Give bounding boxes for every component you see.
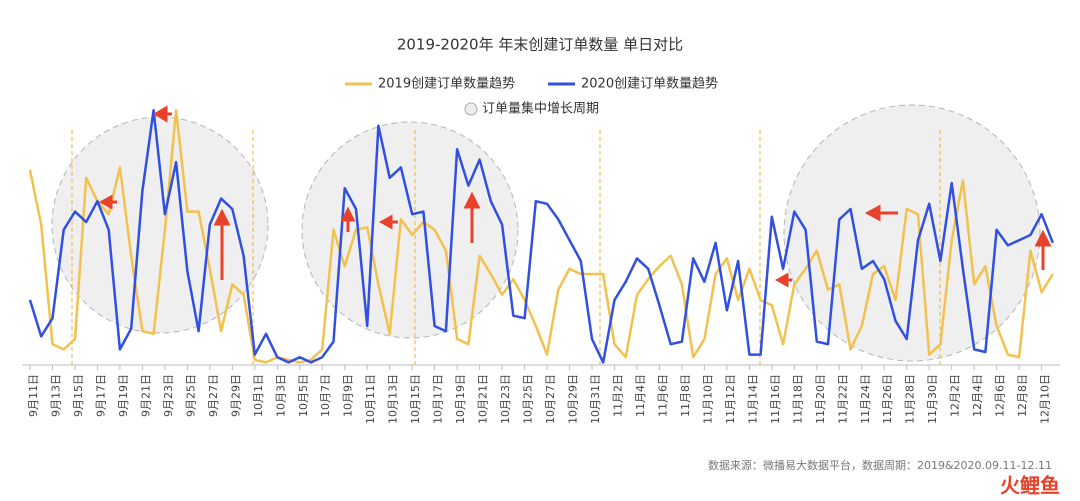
arrows [98, 105, 1052, 288]
x-tick-label: 12月2日 [949, 374, 962, 417]
chart-title: 2019-2020年 年末创建订单数量 单日对比 [397, 36, 683, 54]
x-tick-label: 12月4日 [971, 374, 984, 417]
x-tick-label: 11月4日 [634, 374, 647, 417]
x-tick-label: 11月22日 [836, 374, 849, 424]
x-tick-label: 11月28日 [904, 374, 917, 424]
growth-period-circle [51, 116, 269, 334]
logo: 火鲤鱼 [1000, 474, 1060, 498]
x-tick-label: 10月19日 [454, 374, 467, 424]
x-tick-label: 11月12日 [724, 374, 737, 424]
x-tick-label: 10月13日 [387, 374, 400, 424]
arrow-head [98, 194, 113, 210]
x-tick-label: 12月8日 [1016, 374, 1029, 417]
x-tick-label: 9月25日 [184, 374, 197, 417]
x-tick-label: 12月6日 [994, 374, 1007, 417]
x-tick-label: 11月24日 [859, 374, 872, 424]
source-note: 数据来源：微播易大数据平台，数据周期：2019&2020.09.11-12.11 [708, 458, 1052, 472]
x-tick-label: 9月11日 [27, 374, 40, 417]
legend-swatch [464, 102, 478, 116]
x-tick-label: 9月13日 [49, 374, 62, 417]
x-tick-label: 10月21日 [477, 374, 490, 424]
x-tick-label: 10月3日 [274, 374, 287, 417]
x-tick-label: 11月18日 [791, 374, 804, 424]
plot: 9月11日 9月13日 9月15日 9月17日 9月19日 9月21日 9月23日 9月25日… [22, 108, 1060, 424]
x-tick-label: 9月19日 [117, 374, 130, 417]
x-tick-label: 11月10日 [701, 374, 714, 424]
x-tick-label: 9月27日 [207, 374, 220, 417]
x-tick-label: 11月30日 [926, 374, 939, 424]
x-tick-label: 9月21日 [139, 374, 152, 417]
legend: 2019创建订单数量趋势 2020创建订单数量趋势 订单量集中增长周期 [345, 76, 718, 117]
x-tick-label: 9月15日 [72, 374, 85, 417]
x-tick-label: 11月16日 [769, 374, 782, 424]
x-tick-label: 11月26日 [881, 374, 894, 424]
x-tick-label: 9月23日 [162, 374, 175, 417]
x-tick-label: 9月29日 [229, 374, 242, 417]
x-tick-label: 11月20日 [814, 374, 827, 424]
x-tick-label: 10月11日 [364, 374, 377, 424]
x-tick-label: 10月17日 [432, 374, 445, 424]
x-tick-label: 10月9日 [342, 374, 355, 417]
x-tick-label: 10月31日 [589, 374, 602, 424]
arrow-head [213, 208, 231, 226]
arrow-head [1034, 229, 1052, 247]
series-line [28, 108, 1054, 364]
x-tick-label: 11月6日 [656, 374, 669, 417]
x-tick-label: 10月5日 [297, 374, 310, 417]
x-tick-label: 10月1日 [252, 374, 265, 417]
x-tick-label: 10月29日 [567, 374, 580, 424]
arrow-head [340, 206, 356, 222]
x-tick-label: 11月8日 [679, 374, 692, 417]
x-tick-label: 10月15日 [409, 374, 422, 424]
x-tick-label: 9月17日 [94, 374, 107, 417]
x-tick-label: 10月7日 [319, 374, 332, 417]
arrow-head [463, 191, 481, 209]
legend-label: 2019创建订单数量趋势 [378, 76, 515, 92]
x-tick-label: 10月23日 [499, 374, 512, 424]
series-line [28, 108, 1054, 364]
arrow-head [378, 214, 393, 230]
x-tick-label: 12月10日 [1039, 374, 1052, 424]
x-tick-label: 11月14日 [746, 374, 759, 424]
arrow-head [774, 272, 789, 288]
growth-period-circle [783, 104, 1041, 362]
arrow-head [153, 105, 168, 123]
legend-label: 2020创建订单数量趋势 [581, 76, 718, 92]
x-tick-label: 10月25日 [522, 374, 535, 424]
legend-label: 订单量集中增长周期 [482, 101, 599, 117]
arrow-head [864, 204, 881, 222]
x-tick-label: 10月27日 [544, 374, 557, 424]
x-tick-label: 11月2日 [611, 374, 624, 417]
